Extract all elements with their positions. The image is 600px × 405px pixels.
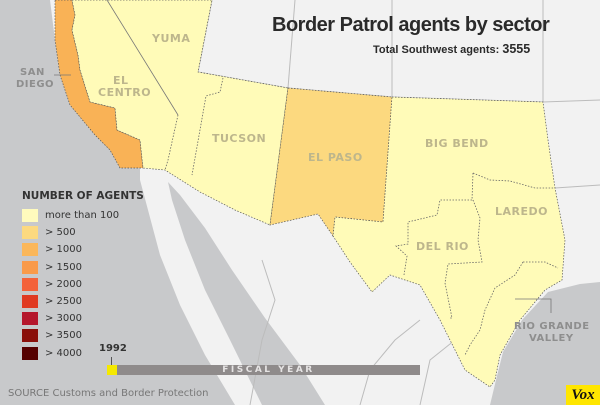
legend-swatch — [22, 209, 38, 223]
legend-label: > 1500 — [45, 261, 83, 273]
legend-item: > 1500 — [22, 259, 144, 276]
legend-item: > 3500 — [22, 327, 144, 344]
legend-swatch — [22, 243, 38, 257]
legend-item: > 2000 — [22, 276, 144, 293]
page-title: Border Patrol agents by sector — [272, 14, 550, 36]
label-big-bend: BIG BEND — [425, 137, 489, 150]
label-yuma: YUMA — [151, 32, 190, 45]
legend-label: more than 100 — [45, 210, 120, 222]
legend-item: > 500 — [22, 224, 144, 241]
legend-item: > 3000 — [22, 310, 144, 327]
label-rgv-1: RIO GRANDE — [514, 321, 590, 332]
sector-texas — [332, 96, 566, 388]
timeline-handle[interactable] — [107, 365, 117, 375]
legend-item: > 1000 — [22, 241, 144, 258]
legend-label: > 4000 — [45, 347, 83, 359]
label-rgv-2: VALLEY — [529, 333, 574, 344]
legend-swatch — [22, 277, 38, 291]
label-el-centro-2: CENTRO — [98, 86, 151, 99]
legend: NUMBER OF AGENTS more than 100 > 500 > 100… — [22, 190, 144, 362]
legend-label: > 3000 — [45, 313, 83, 325]
legend-swatch — [22, 346, 38, 360]
label-san-diego-2: DIEGO — [16, 79, 54, 90]
legend-swatch — [22, 226, 38, 240]
sector-boundaries — [106, 0, 559, 356]
timeline-slider[interactable]: FISCAL YEAR — [117, 365, 420, 375]
rgv-leader — [515, 298, 552, 313]
legend-swatch — [22, 329, 38, 343]
timeline-label: FISCAL YEAR — [222, 365, 315, 375]
label-san-diego-1: SAN — [20, 67, 45, 78]
legend-swatch — [22, 260, 38, 274]
legend-label: > 2000 — [45, 278, 83, 290]
vox-logo: Vox — [566, 385, 600, 405]
sector-el-paso — [269, 87, 393, 237]
legend-item: > 2500 — [22, 293, 144, 310]
legend-label: > 500 — [45, 227, 76, 239]
legend-item: more than 100 — [22, 207, 144, 224]
label-tucson: TUCSON — [212, 132, 266, 145]
total-label: Total Southwest agents: — [373, 44, 500, 56]
legend-label: > 3500 — [45, 330, 83, 342]
label-el-paso: EL PASO — [308, 151, 363, 164]
total-value: 3555 — [502, 42, 531, 56]
legend-swatch — [22, 295, 38, 309]
source-note: SOURCE Customs and Border Protection — [8, 388, 209, 399]
legend-label: > 1000 — [45, 244, 83, 256]
sector-yuma-el-centro-tucson — [71, 0, 289, 226]
timeline-year: 1992 — [99, 343, 127, 354]
subtitle: Total Southwest agents: 3555 — [373, 42, 530, 56]
legend-label: > 2500 — [45, 296, 83, 308]
timeline-tick — [111, 357, 112, 365]
label-laredo: LAREDO — [495, 205, 548, 218]
legend-swatch — [22, 312, 38, 326]
legend-title: NUMBER OF AGENTS — [22, 190, 144, 202]
legend-item: > 4000 — [22, 345, 144, 362]
label-el-centro-1: EL — [113, 74, 129, 87]
label-del-rio: DEL RIO — [416, 240, 469, 253]
